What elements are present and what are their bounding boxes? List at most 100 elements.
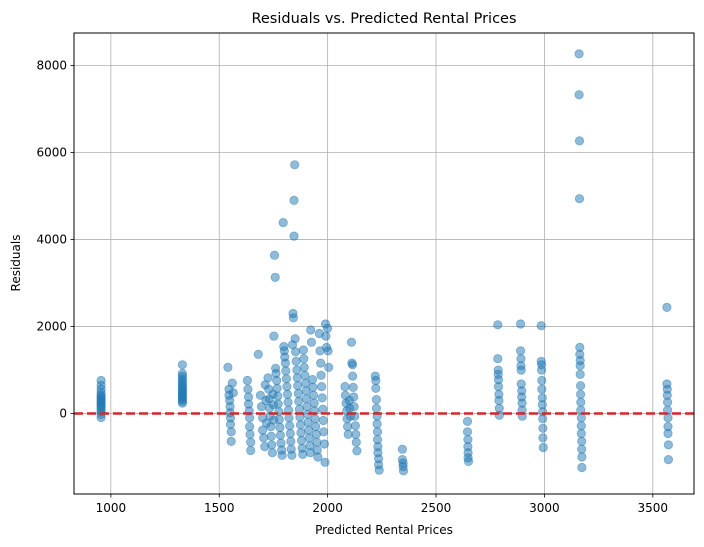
scatter-point [494, 395, 504, 406]
x-tick-label: 2000 [312, 501, 343, 515]
scatter-point [346, 337, 357, 347]
scatter-point [293, 388, 303, 399]
scatter-point [575, 361, 585, 371]
scatter-point [516, 365, 526, 375]
scatter-point [272, 383, 282, 393]
data-points [96, 49, 674, 476]
scatter-point [316, 358, 326, 368]
scatter-point [245, 413, 255, 423]
x-tick-label: 3500 [638, 501, 669, 515]
scatter-point [280, 358, 290, 368]
scatter-point [226, 436, 236, 446]
scatter-point [306, 337, 316, 347]
scatter-point [342, 421, 353, 432]
scatter-point [321, 331, 331, 341]
scatter-point [463, 456, 474, 466]
scatter-point [177, 398, 187, 408]
scatter-point [318, 415, 328, 426]
scatter-point [662, 302, 672, 312]
chart-title: Residuals vs. Predicted Rental Prices [251, 11, 516, 27]
scatter-point [538, 433, 548, 443]
scatter-point [298, 449, 308, 459]
scatter-point [282, 389, 293, 399]
plot-frame [73, 32, 695, 495]
scatter-point [255, 390, 265, 400]
scatter-point [493, 381, 504, 392]
scatter-point [574, 90, 584, 100]
scatter-point [576, 397, 586, 407]
scatter-point [576, 428, 586, 439]
grid-lines [74, 33, 694, 494]
scatter-point [536, 321, 546, 331]
scatter-point [269, 331, 279, 341]
scatter-point [577, 444, 587, 454]
scatter-point [263, 373, 273, 383]
scatter-point [293, 381, 303, 391]
scatter-point [576, 413, 586, 423]
scatter-point [372, 419, 382, 429]
scatter-point [317, 393, 327, 403]
scatter-point [281, 366, 291, 376]
scatter-point [278, 218, 288, 228]
scatter-point [285, 428, 295, 439]
scatter-point [374, 465, 384, 475]
axis-ticks: 1000 1500 2000 2500 3000 3500 0 2000 4000 6000 800… [36, 59, 668, 515]
scatter-point [242, 375, 252, 386]
y-tick-label: 4000 [36, 233, 67, 247]
scatter-point [300, 370, 310, 380]
x-tick-label: 1500 [204, 501, 235, 515]
scatter-point [536, 365, 547, 375]
y-axis-label: Residuals [9, 235, 23, 292]
scatter-point [274, 414, 284, 425]
scatter-point [281, 374, 291, 384]
scatter-point [310, 414, 320, 424]
scatter-point [371, 375, 381, 386]
scatter-point [574, 136, 585, 146]
scatter-point [318, 404, 328, 414]
scatter-point [537, 375, 547, 386]
scatter-point [538, 442, 548, 453]
scatter-point [577, 436, 587, 446]
scatter-point [493, 320, 503, 330]
scatter-point [462, 427, 473, 437]
scatter-point [308, 382, 318, 392]
scatter-point [462, 416, 473, 426]
scatter-point [340, 381, 350, 392]
scatter-point [306, 325, 316, 335]
y-tick-label: 8000 [36, 59, 67, 73]
scatter-point [273, 399, 283, 409]
scatter-point [576, 421, 586, 431]
scatter-point [253, 349, 263, 359]
scatter-point [259, 433, 269, 443]
scatter-point [287, 450, 297, 460]
scatter-point [286, 436, 296, 446]
scatter-point [313, 452, 323, 462]
scatter-point [577, 452, 587, 462]
scatter-point [663, 440, 674, 450]
scatter-point [177, 360, 187, 370]
scatter-point [228, 388, 238, 398]
scatter-point [246, 437, 256, 447]
scatter-point [223, 362, 233, 372]
scatter-point [316, 381, 327, 392]
scatter-point [319, 439, 329, 449]
scatter-point [320, 457, 330, 467]
scatter-point [227, 378, 237, 388]
scatter-point [347, 371, 358, 381]
x-tick-label: 1000 [96, 501, 127, 515]
scatter-point [493, 354, 503, 364]
scatter-point [299, 354, 309, 364]
x-axis-label: Predicted Rental Prices [315, 523, 453, 537]
y-tick-label: 2000 [36, 320, 67, 334]
scatter-point [296, 435, 307, 446]
scatter-point [272, 375, 282, 386]
scatter-point [343, 429, 353, 439]
scatter-point [319, 427, 329, 437]
x-tick-label: 3000 [529, 501, 560, 515]
scatter-point [298, 345, 308, 355]
scatter-point [372, 427, 383, 437]
scatter-point [352, 446, 362, 456]
scatter-point [323, 346, 333, 356]
